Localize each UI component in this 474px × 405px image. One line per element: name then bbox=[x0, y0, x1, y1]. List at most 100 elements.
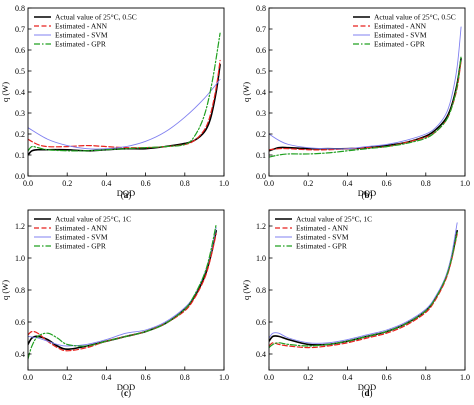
y-tick-label: 0.8 bbox=[256, 4, 266, 13]
y-tick-label: 0.0 bbox=[256, 172, 266, 181]
x-tick-label: 1.0 bbox=[460, 373, 470, 382]
x-tick-label: 0.4 bbox=[342, 373, 352, 382]
caption-open: ( bbox=[121, 388, 124, 398]
series-group bbox=[269, 26, 462, 158]
legend-entry: Estimated - ANN bbox=[55, 22, 108, 31]
series-group bbox=[28, 32, 221, 156]
y-tick-label: 0.8 bbox=[15, 286, 25, 295]
y-tick-label: 1.2 bbox=[256, 222, 266, 231]
x-axis-label: DOD bbox=[358, 382, 376, 392]
legend-entry: Actual value of 25°C, 0.5C bbox=[55, 13, 137, 22]
plot-frame bbox=[268, 7, 466, 177]
y-tick-label: 0.8 bbox=[256, 286, 266, 295]
panel-b: 0.0 0.2 0.4 0.6 0.8 1.0 0.0 0.1 0.2 0.3 0.4 0.5 0.6 0… bbox=[241, 4, 470, 200]
x-axis-label: DOD bbox=[117, 382, 135, 392]
caption-letter: c bbox=[124, 388, 128, 398]
y-axis-label: q (W) bbox=[0, 82, 10, 102]
panel-caption: (b) bbox=[361, 190, 372, 200]
x-tick-label: 0.6 bbox=[141, 373, 151, 382]
y-tick-label: 0.7 bbox=[15, 25, 25, 34]
x-tick-label: 1.0 bbox=[219, 373, 229, 382]
y-tick-label: 1.2 bbox=[15, 222, 25, 231]
series-line-svm bbox=[269, 222, 458, 344]
y-tick-label: 0.6 bbox=[256, 46, 266, 55]
series-line-gpr bbox=[269, 231, 458, 349]
legend-entry: Estimated - GPR bbox=[55, 40, 106, 49]
legend-entry: Estimated - GPR bbox=[55, 242, 106, 251]
y-tick-label: 0.5 bbox=[256, 67, 266, 76]
series-line-actual bbox=[28, 63, 221, 156]
y-axis-label: q (W) bbox=[241, 280, 251, 300]
x-tick-label: 0.8 bbox=[180, 179, 190, 188]
series-line-gpr bbox=[28, 223, 217, 360]
y-tick-label: 0.5 bbox=[15, 67, 25, 76]
series-line-ann bbox=[28, 59, 221, 149]
y-axis-label: q (W) bbox=[241, 82, 251, 102]
y-tick-label: 0.6 bbox=[15, 46, 25, 55]
x-tick-label: 1.0 bbox=[219, 179, 229, 188]
x-tick-label: 0.4 bbox=[342, 179, 352, 188]
caption-letter: b bbox=[364, 190, 369, 200]
panel-a: 0.0 0.2 0.4 0.6 0.8 1.0 0.0 0.1 0.2 0.3 0.4 0.5 0.6 0… bbox=[0, 4, 229, 200]
series-line-actual bbox=[269, 57, 462, 152]
panel-caption: (a) bbox=[121, 190, 132, 200]
y-tick-label: 0.4 bbox=[256, 350, 266, 359]
x-tick-label: 0.0 bbox=[23, 179, 33, 188]
y-tick-label: 0.8 bbox=[15, 4, 25, 13]
legend-entry: Estimated - SVM bbox=[374, 31, 427, 40]
x-tick-label: 1.0 bbox=[460, 179, 470, 188]
series-line-ann bbox=[269, 59, 462, 151]
series-group bbox=[28, 223, 217, 360]
x-axis-label: DOD bbox=[358, 188, 376, 198]
y-tick-label: 0.3 bbox=[256, 109, 266, 118]
legend-entry: Estimated - ANN bbox=[296, 224, 349, 233]
caption-letter: a bbox=[124, 190, 129, 200]
series-group bbox=[269, 222, 458, 349]
caption-close: ) bbox=[128, 190, 131, 200]
x-tick-label: 0.4 bbox=[101, 179, 111, 188]
legend-entry: Estimated - GPR bbox=[296, 242, 347, 251]
series-line-svm bbox=[28, 78, 221, 150]
x-tick-label: 0.2 bbox=[303, 179, 313, 188]
caption-letter: d bbox=[364, 388, 369, 398]
panel-caption: (d) bbox=[361, 388, 372, 398]
legend-entry: Actual value of 25°C, 1C bbox=[296, 215, 372, 224]
x-tick-label: 0.0 bbox=[264, 179, 274, 188]
series-line-gpr bbox=[269, 55, 462, 158]
legend-entry: Estimated - ANN bbox=[374, 22, 427, 31]
panel-c: 0.0 0.2 0.4 0.6 0.8 1.0 0.4 0.6 0.8 1.0 1.2 DOD q (W… bbox=[0, 209, 229, 398]
caption-close: ) bbox=[128, 388, 131, 398]
x-tick-label: 0.0 bbox=[23, 373, 33, 382]
x-tick-label: 0.8 bbox=[180, 373, 190, 382]
x-tick-label: 0.2 bbox=[303, 373, 313, 382]
y-axis-label: q (W) bbox=[0, 280, 10, 300]
x-tick-label: 0.6 bbox=[382, 179, 392, 188]
caption-open: ( bbox=[361, 388, 364, 398]
series-line-svm bbox=[269, 26, 462, 150]
x-tick-label: 0.2 bbox=[62, 373, 72, 382]
legend-entry: Actual value of 25°C, 1C bbox=[55, 215, 131, 224]
caption-close: ) bbox=[370, 190, 373, 200]
y-tick-label: 0.4 bbox=[15, 350, 25, 359]
legend-entry: Estimated - ANN bbox=[55, 224, 108, 233]
y-tick-label: 0.1 bbox=[15, 151, 25, 160]
series-line-gpr bbox=[28, 32, 221, 152]
series-line-ann bbox=[28, 233, 217, 352]
caption-close: ) bbox=[370, 388, 373, 398]
x-tick-label: 0.8 bbox=[421, 179, 431, 188]
y-tick-label: 1.0 bbox=[15, 254, 25, 263]
caption-open: ( bbox=[121, 190, 124, 200]
y-tick-label: 1.0 bbox=[256, 254, 266, 263]
x-tick-label: 0.4 bbox=[101, 373, 111, 382]
x-axis-label: DOD bbox=[117, 188, 135, 198]
legend-entry: Estimated - SVM bbox=[55, 233, 108, 242]
x-tick-label: 0.6 bbox=[382, 373, 392, 382]
caption-open: ( bbox=[361, 190, 364, 200]
y-tick-label: 0.4 bbox=[256, 88, 266, 97]
legend-entry: Actual value of 25°C, 0.5C bbox=[374, 13, 456, 22]
